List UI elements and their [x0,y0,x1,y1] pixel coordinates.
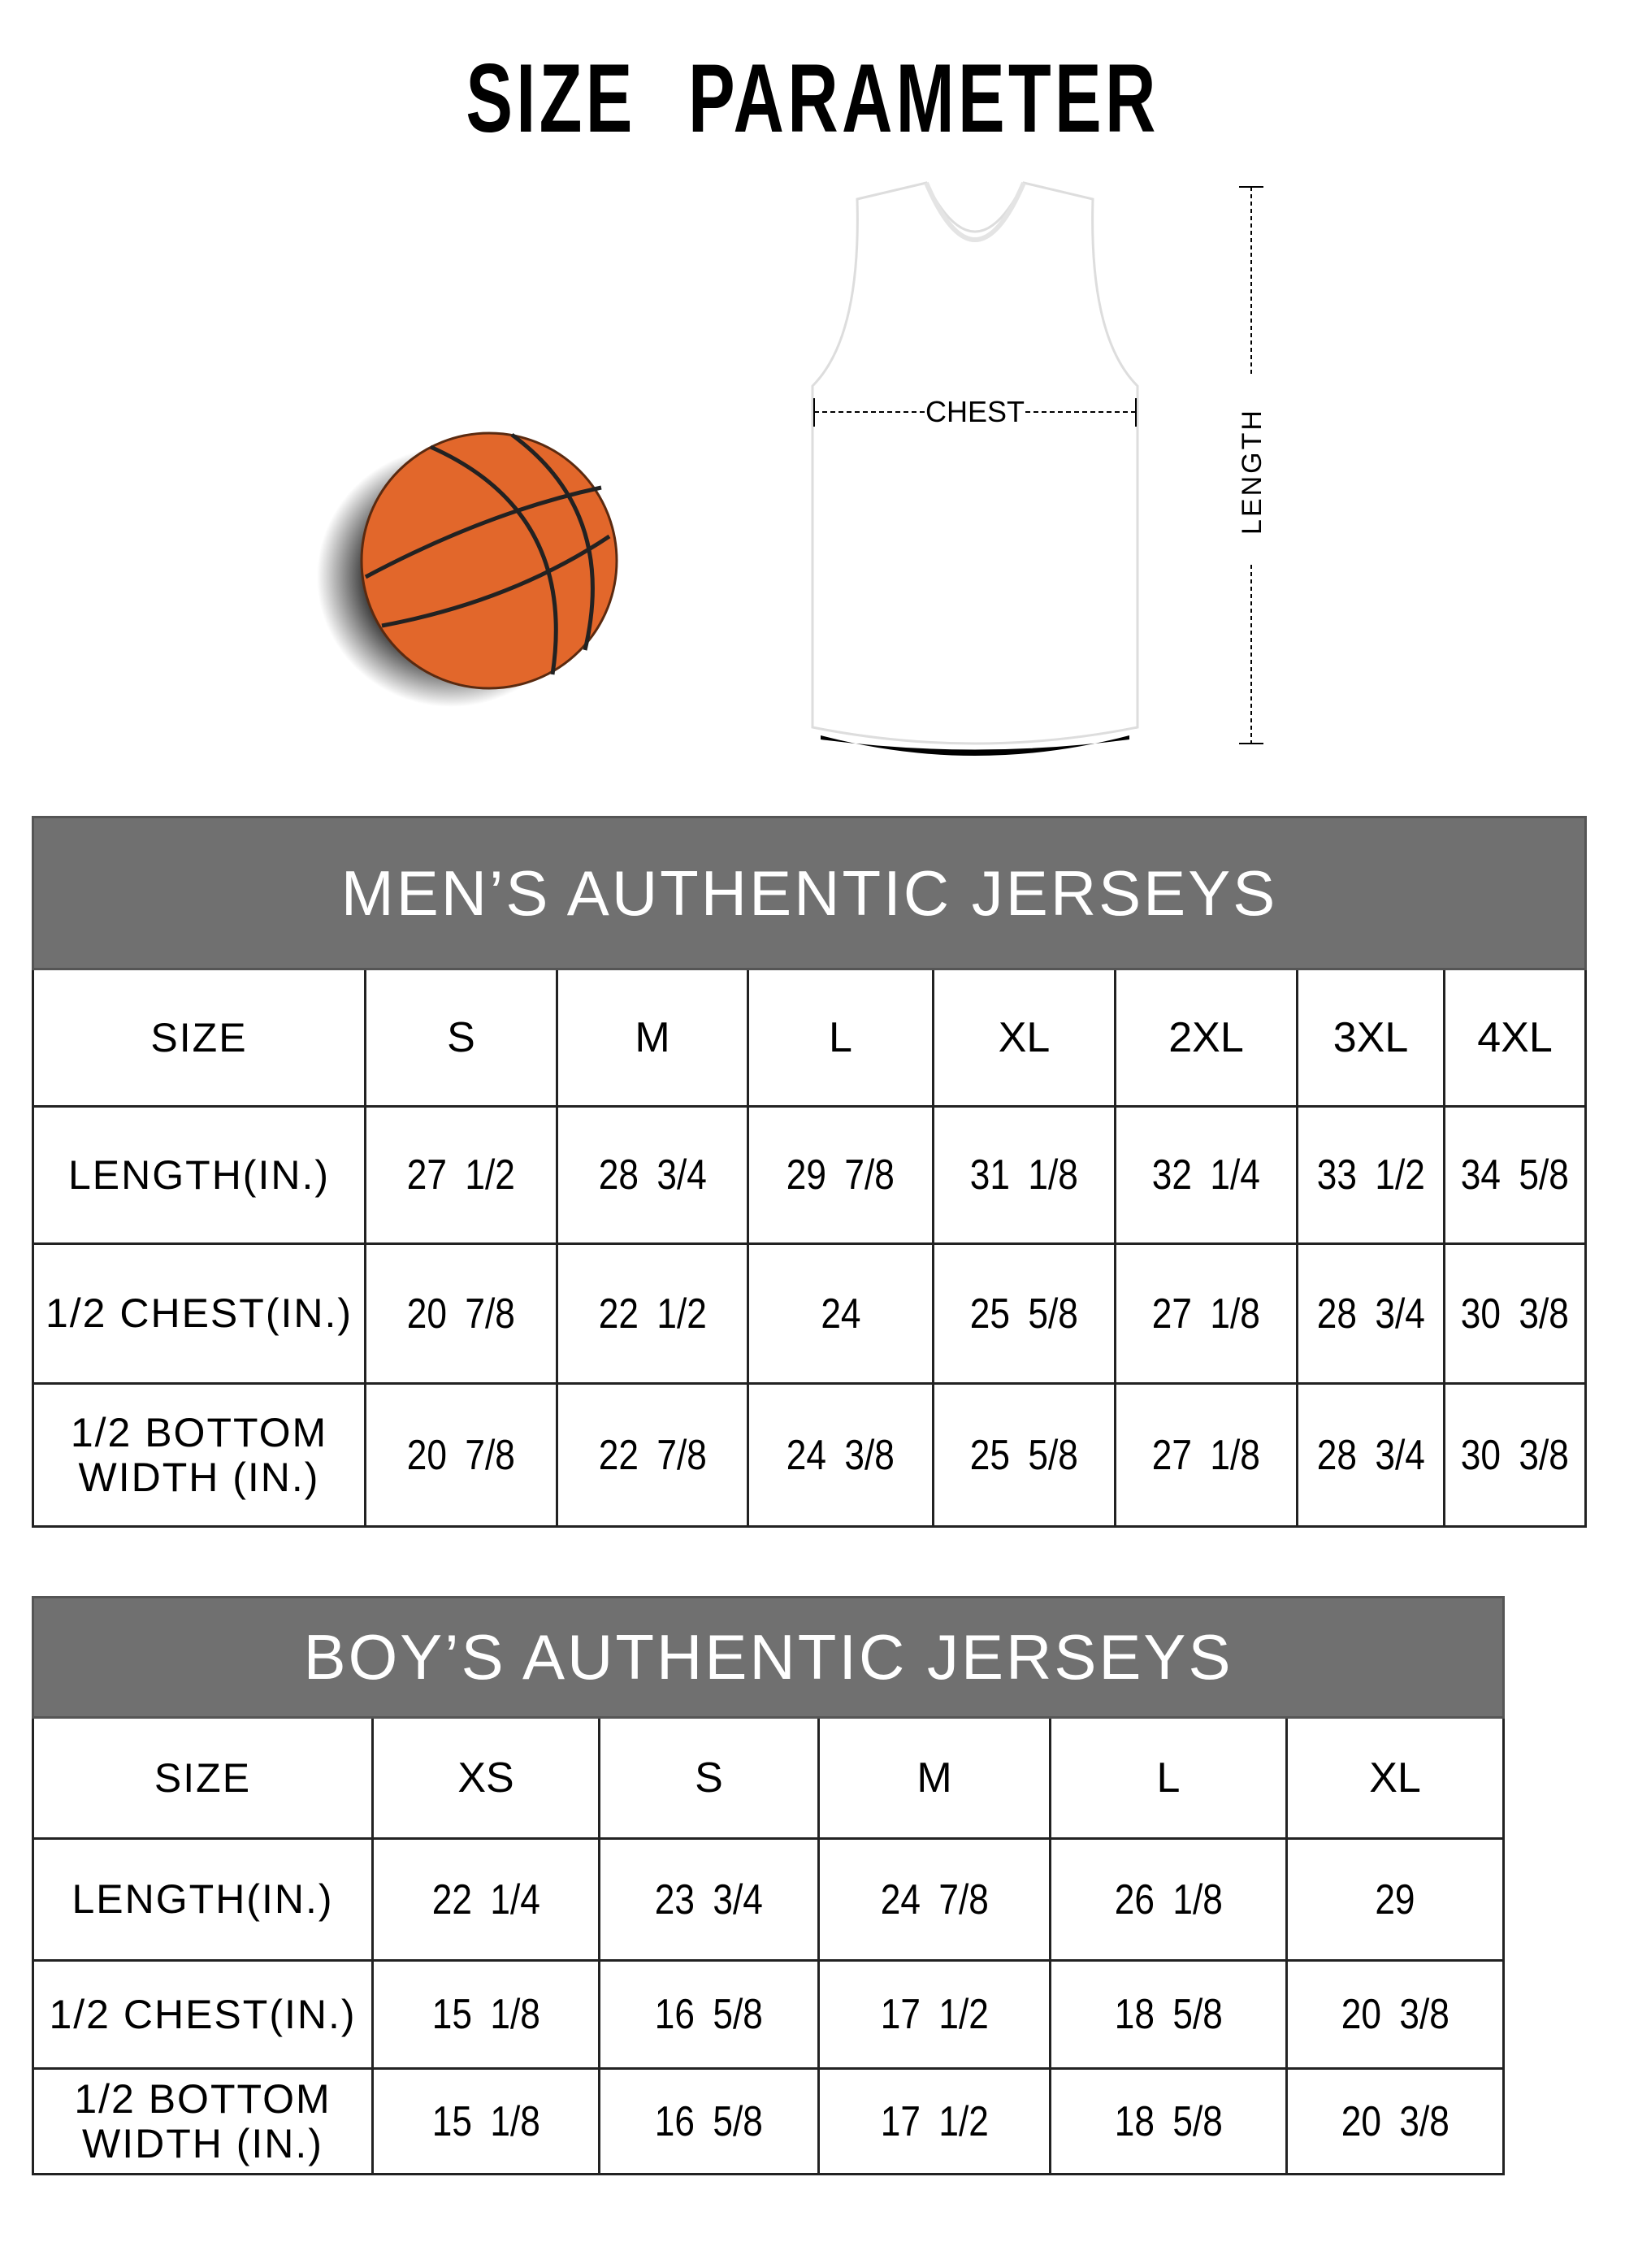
cell: 15 1/8 [431,1991,540,2038]
cell: 24 7/8 [880,1876,989,1923]
cell: 20 3/8 [1341,1991,1450,2038]
chest-label: CHEST [925,395,1025,428]
cell: 23 3/4 [654,1876,764,1923]
table-row: 1/2 BOTTOM WIDTH (IN.) 20 7/8 22 7/8 24 … [32,1382,1588,1528]
size-label: SIZE [32,1716,374,1840]
mens-heading: MEN’S AUTHENTIC JERSEYS [31,816,1588,970]
row-label: 1/2 CHEST(IN.) [32,1959,374,2070]
cell: 34 5/8 [1460,1151,1570,1199]
cell: 32 1/4 [1151,1151,1261,1199]
cell: 25 5/8 [969,1431,1079,1479]
cell: 24 3/8 [786,1431,895,1479]
cell: 29 [1375,1876,1415,1923]
row-label: LENGTH(IN.) [32,1105,366,1245]
cell: 25 5/8 [969,1290,1079,1338]
size-header: S [598,1716,820,1840]
table-row: SIZE XS S M L XL [32,1716,1506,1840]
table-row: 1/2 BOTTOM WIDTH (IN.) 15 1/8 16 5/8 17 … [32,2067,1506,2175]
size-header: M [556,968,749,1108]
size-header: 3XL [1296,968,1445,1108]
page-title: SIZE PARAMETER [466,44,1159,153]
size-header: XL [1285,1716,1506,1840]
cell: 30 3/8 [1460,1431,1570,1479]
cell: 24 [820,1290,861,1338]
cell: 30 3/8 [1460,1290,1570,1338]
row-label: 1/2 BOTTOM WIDTH (IN.) [32,1382,366,1528]
size-header: XL [932,968,1116,1108]
jersey-diagram: CHEST [811,181,1139,756]
size-header: S [364,968,558,1108]
size-header: 4XL [1442,968,1588,1108]
cell: 27 1/2 [406,1151,516,1199]
length-indicator: LENGTH [1237,186,1268,744]
row-label: LENGTH(IN.) [32,1837,374,1962]
basketball-icon [317,431,618,707]
cell: 17 1/2 [880,1991,989,2038]
table-row: 1/2 CHEST(IN.) 20 7/8 22 1/2 24 25 5/8 2… [32,1242,1588,1385]
cell: 18 5/8 [1114,1991,1223,2038]
cell: 20 7/8 [406,1290,516,1338]
cell: 15 1/8 [431,2097,540,2145]
cell: 18 5/8 [1114,2097,1223,2145]
cell: 27 1/8 [1151,1431,1261,1479]
cell: 22 7/8 [598,1431,707,1479]
mens-size-table: MEN’S AUTHENTIC JERSEYS SIZE S M L XL 2X… [31,816,1588,1528]
cell: 16 5/8 [654,2097,764,2145]
cell: 27 1/8 [1151,1290,1261,1338]
cell: 28 3/4 [598,1151,707,1199]
length-label: LENGTH [1237,408,1268,535]
boys-size-table: BOY’S AUTHENTIC JERSEYS SIZE XS S M L XL… [31,1596,1506,2175]
table-row: LENGTH(IN.) 27 1/2 28 3/4 29 7/8 31 1/8 … [32,1105,1588,1245]
size-header: 2XL [1114,968,1298,1108]
cell: 20 7/8 [406,1431,516,1479]
size-header: L [747,968,934,1108]
table-row: 1/2 CHEST(IN.) 15 1/8 16 5/8 17 1/2 18 5… [32,1959,1506,2070]
cell: 22 1/2 [598,1290,707,1338]
cell: 22 1/4 [431,1876,540,1923]
cell: 16 5/8 [654,1991,764,2038]
cell: 28 3/4 [1316,1290,1425,1338]
boys-heading: BOY’S AUTHENTIC JERSEYS [31,1596,1506,1719]
cell: 31 1/8 [969,1151,1079,1199]
cell: 26 1/8 [1114,1876,1223,1923]
size-header: M [817,1716,1051,1840]
table-row: SIZE S M L XL 2XL 3XL 4XL [32,968,1588,1108]
cell: 33 1/2 [1316,1151,1425,1199]
size-header: L [1049,1716,1288,1840]
cell: 29 7/8 [786,1151,895,1199]
cell: 20 3/8 [1341,2097,1450,2145]
size-header: XS [371,1716,600,1840]
table-row: LENGTH(IN.) 22 1/4 23 3/4 24 7/8 26 1/8 … [32,1837,1506,1962]
size-label: SIZE [32,968,366,1108]
cell: 17 1/2 [880,2097,989,2145]
row-label: 1/2 CHEST(IN.) [32,1242,366,1385]
row-label: 1/2 BOTTOM WIDTH (IN.) [32,2067,374,2175]
cell: 28 3/4 [1316,1431,1425,1479]
